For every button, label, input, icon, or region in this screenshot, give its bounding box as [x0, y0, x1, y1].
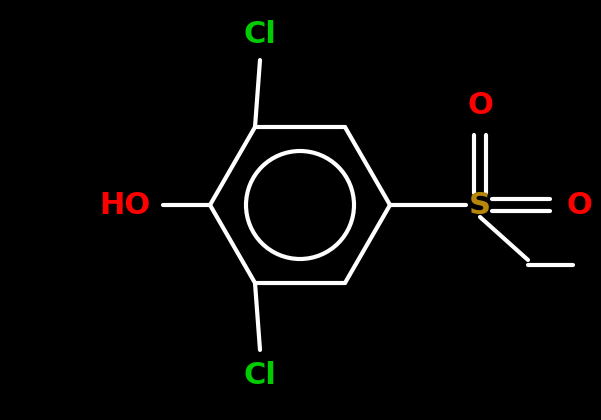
Text: HO: HO [99, 191, 150, 220]
Text: Cl: Cl [243, 20, 276, 49]
Text: Cl: Cl [243, 361, 276, 390]
Text: O: O [467, 91, 493, 120]
Text: O: O [567, 191, 593, 220]
Text: S: S [469, 191, 491, 220]
